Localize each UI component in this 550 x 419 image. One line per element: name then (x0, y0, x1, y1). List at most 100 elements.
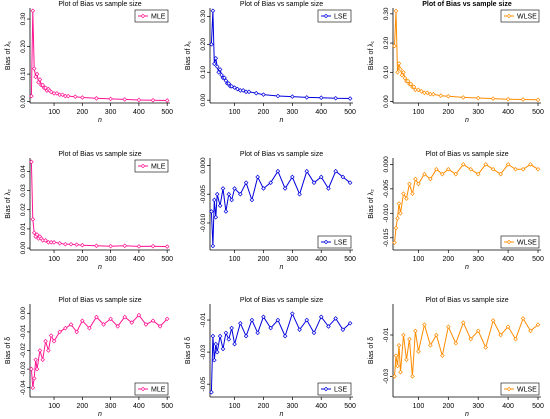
data-point (51, 240, 57, 245)
series-line (394, 163, 539, 243)
legend-marker (506, 386, 512, 392)
data-point (74, 242, 79, 247)
data-point (216, 69, 221, 75)
data-point (453, 171, 459, 177)
y-tick-label: 0.20 (200, 38, 207, 51)
x-tick-label: 300 (286, 109, 298, 116)
data-point (223, 209, 229, 214)
data-point (54, 91, 60, 96)
x-tick-label: 200 (442, 109, 454, 116)
data-point (393, 8, 399, 14)
x-tick-label: 200 (76, 256, 88, 263)
data-point (31, 230, 37, 236)
data-point (318, 174, 324, 180)
panel-7: Plot of Bias vs sample size 100 200 300 400 5… (5, 297, 173, 418)
data-point (150, 243, 156, 249)
data-point (249, 197, 255, 203)
data-point (434, 332, 439, 338)
data-point (80, 318, 85, 324)
y-tick-label: 0.30 (200, 10, 207, 23)
chart-title: Plot of Bias vs sample size (425, 151, 508, 158)
x-tick-label: 100 (413, 109, 425, 116)
data-point (68, 241, 74, 247)
y-tick-label: -0.03 (200, 344, 207, 359)
x-tick-label: 400 (315, 403, 327, 410)
data-point (535, 97, 541, 103)
x-axis-label: n (98, 411, 102, 418)
legend-box (317, 235, 352, 249)
data-point (416, 87, 421, 93)
data-point (150, 97, 156, 103)
data-point (129, 320, 135, 325)
x-tick-label: 100 (229, 109, 241, 116)
data-point (290, 311, 295, 316)
data-point (446, 93, 451, 99)
data-point (340, 327, 346, 332)
x-tick-label: 100 (48, 256, 60, 263)
x-axis-label: n (280, 117, 284, 124)
data-point (520, 316, 526, 321)
data-point (223, 330, 229, 336)
legend-label: WLSE (517, 14, 537, 21)
data-point (446, 166, 451, 172)
data-point (240, 88, 246, 93)
data-point (395, 363, 400, 369)
x-axis-label: n (280, 411, 284, 418)
y-tick-label: -0.005 (383, 179, 390, 198)
data-point (31, 376, 37, 381)
data-point (115, 324, 120, 329)
y-axis-label: Bias of δ (185, 337, 192, 364)
data-point (401, 191, 406, 197)
data-point (213, 214, 219, 220)
x-tick-label: 100 (229, 256, 241, 263)
y-tick-label: 0.00 (383, 95, 390, 108)
data-point (217, 203, 223, 209)
data-point (460, 95, 466, 100)
data-point (460, 162, 466, 167)
x-tick-label: 100 (229, 403, 241, 410)
data-point (87, 325, 92, 331)
panel-4: Plot of Bias vs sample size 100 200 300 400 5… (5, 151, 173, 271)
x-axis-label: n (280, 264, 284, 271)
data-point (275, 93, 281, 99)
chart-title: Plot of Bias vs sample size (58, 1, 141, 8)
data-point (57, 240, 62, 246)
panel-1: Plot of Bias vs sample size 100 200 300 400 5… (5, 1, 173, 124)
data-point (505, 96, 511, 102)
data-point (475, 328, 481, 334)
data-point (453, 340, 459, 346)
data-point (333, 316, 338, 321)
data-point (46, 348, 51, 353)
x-tick-label: 200 (258, 256, 270, 263)
x-tick-label: 400 (502, 403, 514, 410)
y-tick-label: 0.00 (20, 95, 27, 108)
chart-title: Plot of Bias vs sample size (240, 151, 323, 158)
data-point (226, 336, 232, 342)
y-tick-label: -0.005 (200, 185, 207, 204)
data-point (410, 191, 415, 197)
data-point (235, 86, 240, 92)
data-point (408, 81, 414, 87)
x-axis-label: n (465, 264, 469, 271)
data-point (475, 171, 481, 177)
x-axis-label: n (465, 117, 469, 124)
data-point (40, 357, 46, 363)
data-point (333, 95, 338, 101)
data-point (219, 72, 224, 78)
data-point (393, 353, 399, 358)
x-tick-label: 300 (105, 109, 117, 116)
legend-marker (506, 13, 512, 19)
data-point (446, 324, 451, 330)
data-point (434, 166, 439, 172)
x-tick-label: 400 (315, 256, 327, 263)
panel-8: Plot of Bias vs sample size 100 200 300 400 5… (185, 297, 356, 418)
data-point (268, 325, 273, 331)
legend-label: MLE (151, 14, 166, 21)
data-point (68, 322, 74, 327)
data-point (513, 336, 518, 342)
y-tick-label: -0.03 (20, 361, 27, 376)
data-point (318, 314, 324, 320)
x-tick-label: 200 (76, 403, 88, 410)
data-point (80, 242, 85, 248)
data-point (214, 191, 220, 197)
